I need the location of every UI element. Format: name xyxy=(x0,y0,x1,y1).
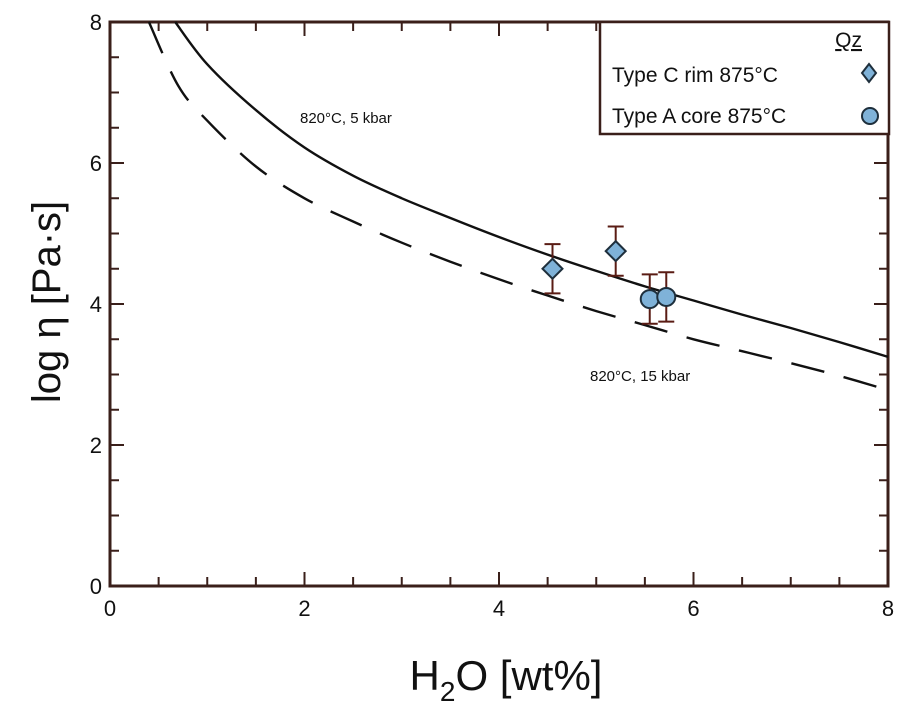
y-tick-label: 8 xyxy=(90,10,102,35)
dashed-curve-annotation: 820°C, 15 kbar xyxy=(590,368,690,385)
y-tick-label: 4 xyxy=(90,292,102,317)
curve-5kbar xyxy=(174,21,889,359)
x-tick-label: 0 xyxy=(104,596,116,621)
curves xyxy=(147,21,889,392)
legend-label-type-c: Type C rim 875°C xyxy=(612,64,778,87)
axes: 0 2 4 6 8 0 2 4 6 8 xyxy=(90,10,894,621)
y-tick-label: 2 xyxy=(90,433,102,458)
point-circle xyxy=(639,289,660,310)
y-axis-title: log η [Pa·s] xyxy=(25,201,69,403)
x-axis-title-main: H xyxy=(410,652,440,699)
x-tick-label: 6 xyxy=(687,596,699,621)
point-circle xyxy=(656,286,677,307)
x-tick-label: 2 xyxy=(298,596,310,621)
legend-box xyxy=(598,20,891,136)
y-tick-label: 6 xyxy=(90,151,102,176)
legend-circle-icon xyxy=(861,107,879,125)
y-tick-label: 0 xyxy=(90,574,102,599)
solid-curve-annotation: 820°C, 5 kbar xyxy=(300,110,392,127)
x-axis-title-rest: O [wt%] xyxy=(455,652,602,699)
x-axis-title: H2O [wt%] xyxy=(410,652,603,707)
curve-15kbar xyxy=(147,21,889,392)
legend-diamond-icon xyxy=(860,62,878,84)
point-diamond xyxy=(604,239,628,263)
point-diamond xyxy=(541,257,564,281)
x-tick-label: 8 xyxy=(882,596,894,621)
legend-title: Qz xyxy=(835,29,862,52)
x-tick-label: 4 xyxy=(493,596,505,621)
legend: Qz Type C rim 875°C Type A core 875°C xyxy=(598,20,891,136)
legend-label-type-a: Type A core 875°C xyxy=(612,105,786,128)
x-axis-title-subscript: 2 xyxy=(440,676,456,707)
data-points xyxy=(541,225,677,325)
